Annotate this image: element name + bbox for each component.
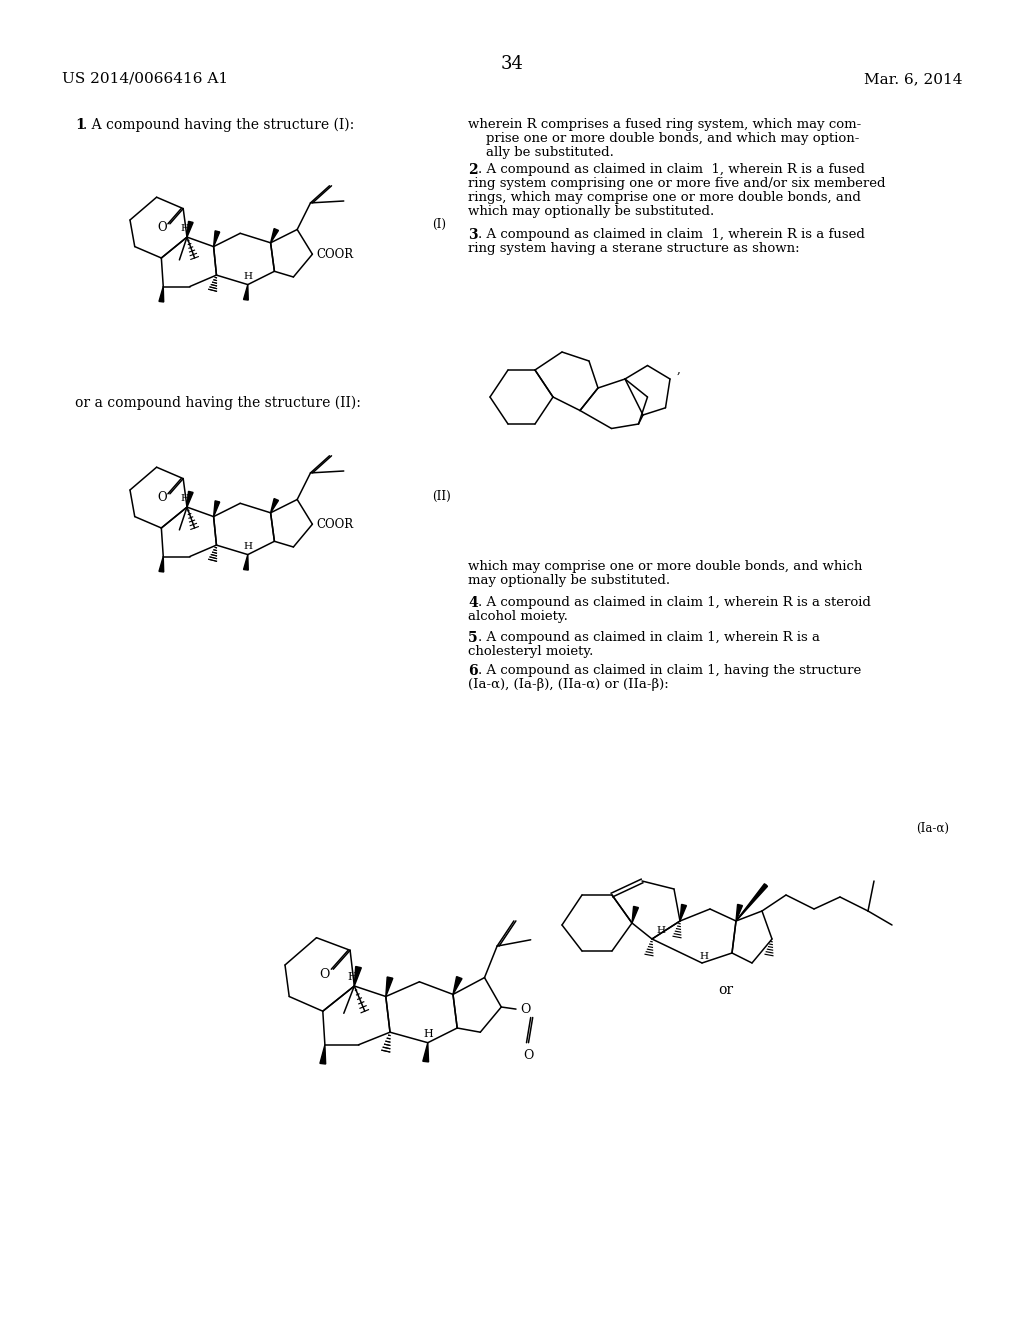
Polygon shape <box>354 966 361 986</box>
Text: H: H <box>699 952 709 961</box>
Text: COOR: COOR <box>316 517 353 531</box>
Text: H: H <box>423 1028 433 1039</box>
Text: H: H <box>347 972 357 982</box>
Polygon shape <box>214 500 220 516</box>
Text: 34: 34 <box>501 55 523 73</box>
Text: US 2014/0066416 A1: US 2014/0066416 A1 <box>62 73 228 86</box>
Text: 4: 4 <box>468 597 478 610</box>
Text: COOR: COOR <box>316 248 353 261</box>
Text: 6: 6 <box>468 664 477 678</box>
Text: which may comprise one or more double bonds, and which: which may comprise one or more double bo… <box>468 560 862 573</box>
Polygon shape <box>270 499 279 512</box>
Polygon shape <box>736 904 742 921</box>
Polygon shape <box>453 977 462 994</box>
Polygon shape <box>680 904 686 921</box>
Text: (Ia-α): (Ia-α) <box>916 822 949 836</box>
Text: 5: 5 <box>468 631 477 645</box>
Polygon shape <box>736 883 768 921</box>
Polygon shape <box>632 907 638 923</box>
Polygon shape <box>386 977 393 997</box>
Text: ring system comprising one or more five and/or six membered: ring system comprising one or more five … <box>468 177 886 190</box>
Text: which may optionally be substituted.: which may optionally be substituted. <box>468 205 715 218</box>
Text: (II): (II) <box>432 490 451 503</box>
Polygon shape <box>270 228 279 243</box>
Text: alcohol moiety.: alcohol moiety. <box>468 610 568 623</box>
Text: O: O <box>319 968 330 981</box>
Text: H: H <box>180 224 189 234</box>
Text: wherein R comprises a fused ring system, which may com-: wherein R comprises a fused ring system,… <box>468 117 861 131</box>
Text: 1: 1 <box>75 117 85 132</box>
Text: . A compound as claimed in claim 1, wherein R is a steroid: . A compound as claimed in claim 1, wher… <box>478 597 870 609</box>
Text: . A compound having the structure (I):: . A compound having the structure (I): <box>83 117 354 132</box>
Text: (I): (I) <box>432 218 446 231</box>
Text: or a compound having the structure (II):: or a compound having the structure (II): <box>75 396 360 411</box>
Polygon shape <box>214 231 220 247</box>
Text: ring system having a sterane structure as shown:: ring system having a sterane structure a… <box>468 242 800 255</box>
Text: . A compound as claimed in claim  1, wherein R is a fused: . A compound as claimed in claim 1, wher… <box>478 162 865 176</box>
Polygon shape <box>187 491 194 507</box>
Text: O: O <box>157 222 167 235</box>
Text: H: H <box>180 494 189 503</box>
Text: H: H <box>244 541 252 550</box>
Polygon shape <box>159 557 164 572</box>
Polygon shape <box>159 286 164 302</box>
Text: 3: 3 <box>468 228 477 242</box>
Text: O: O <box>520 1003 530 1015</box>
Polygon shape <box>319 1045 326 1064</box>
Text: . A compound as claimed in claim  1, wherein R is a fused: . A compound as claimed in claim 1, wher… <box>478 228 865 242</box>
Text: O: O <box>157 491 167 504</box>
Text: Mar. 6, 2014: Mar. 6, 2014 <box>863 73 962 86</box>
Text: ,: , <box>676 363 680 376</box>
Text: . A compound as claimed in claim 1, having the structure: . A compound as claimed in claim 1, havi… <box>478 664 861 677</box>
Text: ally be substituted.: ally be substituted. <box>486 147 613 158</box>
Text: rings, which may comprise one or more double bonds, and: rings, which may comprise one or more do… <box>468 191 861 205</box>
Polygon shape <box>423 1043 429 1061</box>
Text: may optionally be substituted.: may optionally be substituted. <box>468 574 670 587</box>
Polygon shape <box>244 554 248 570</box>
Text: . A compound as claimed in claim 1, wherein R is a: . A compound as claimed in claim 1, wher… <box>478 631 820 644</box>
Text: cholesteryl moiety.: cholesteryl moiety. <box>468 645 593 657</box>
Text: 2: 2 <box>468 162 477 177</box>
Text: (Ia-α), (Ia-β), (IIa-α) or (IIa-β):: (Ia-α), (Ia-β), (IIa-α) or (IIa-β): <box>468 678 669 690</box>
Text: O: O <box>523 1048 534 1061</box>
Text: H: H <box>656 927 665 935</box>
Text: or: or <box>718 983 733 997</box>
Text: H: H <box>244 272 252 281</box>
Text: prise one or more double bonds, and which may option-: prise one or more double bonds, and whic… <box>486 132 859 145</box>
Polygon shape <box>244 285 248 300</box>
Polygon shape <box>187 222 194 238</box>
